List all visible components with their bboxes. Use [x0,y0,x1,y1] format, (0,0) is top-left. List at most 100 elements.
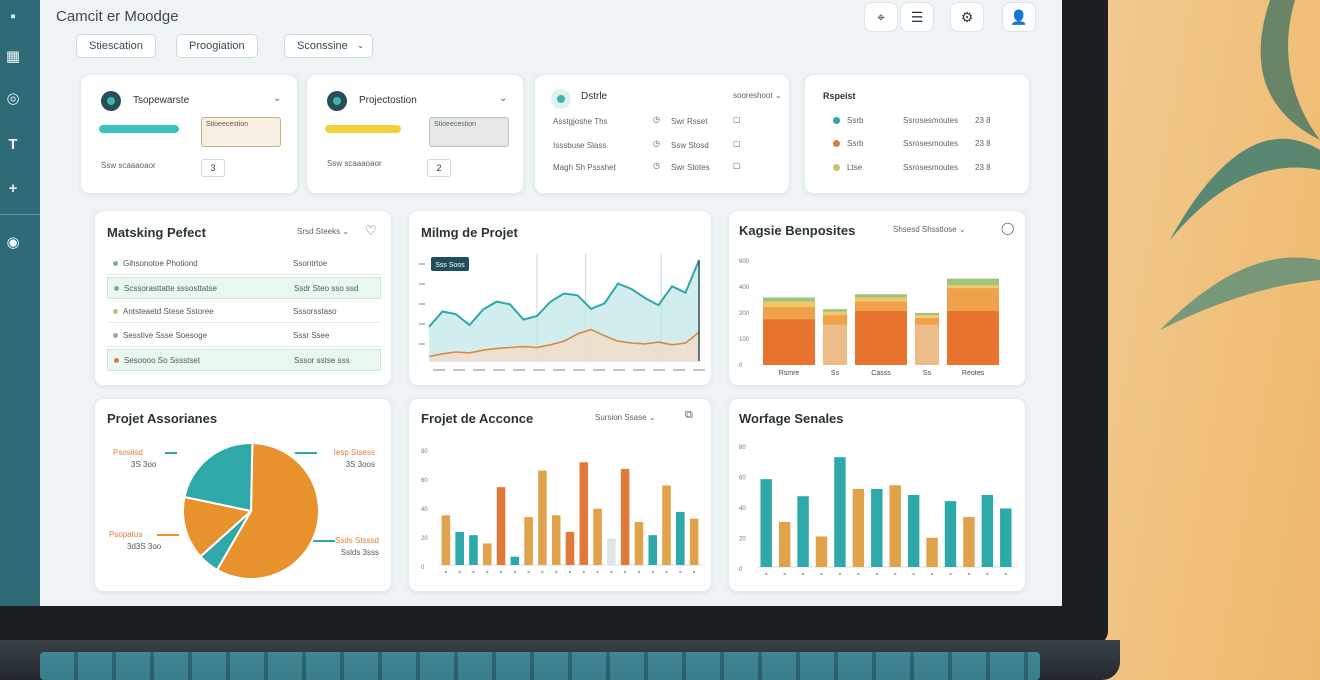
row-number: 23 8 [975,139,991,148]
list-item-value: Sssorsstaso [293,307,337,316]
bar [871,488,883,567]
stacked-bar-segment [823,315,847,325]
bar [1000,508,1012,567]
stacked-bar-segment [947,288,999,311]
doc-icon: ▢ [733,139,741,148]
bar [634,521,644,565]
bar [538,470,547,565]
count-box[interactable]: 3 [201,159,225,177]
home-icon[interactable]: ▪ [10,8,16,25]
card-dropdown[interactable]: sooreshoot ⌄ [733,91,782,100]
marketing-dropdown[interactable]: Srsd Steeks ⌄ [297,227,350,236]
count-box[interactable]: 2 [427,159,451,177]
bar [944,501,957,567]
acconce-dropdown-label: Sursion Ssase [595,413,647,422]
pie-label-name: Ssds Stsssd [335,536,379,545]
pie-chart: Psosiisd 3S 3oo Iesp Stsess 3S 3oos Psopatus… [109,441,379,580]
series-line [428,259,700,328]
profile-icon[interactable]: 👤 [1002,2,1036,32]
filter-button-2[interactable]: Proogiation [176,34,258,58]
card-input-box[interactable]: Stioeecestion [201,117,281,147]
stacked-bar-segment [855,311,907,365]
settings-toolbar-icon[interactable]: ⚙ [950,2,984,32]
x-tick [533,369,545,371]
y-tick [419,323,425,325]
top-card-4: Rspeist Ssrb Ssrosesmoutes 23 8 Ssrb Ssr… [804,74,1030,194]
doc-icon: ▢ [733,115,741,124]
clock-icon: ◷ [653,115,660,124]
card-title: Tsopewarste [133,95,190,106]
bar [620,468,630,565]
location-icon[interactable]: ⌖ [864,2,898,32]
progress-pill [99,125,179,133]
filter-dropdown[interactable]: Sconssine ⌄ [284,34,373,58]
chevron-down-icon[interactable]: ⌄ [273,93,282,104]
top-card-3: Dstrle sooreshoot ⌄ Asstgjoshe Ths ◷ Swr… [534,74,790,194]
top-card-1: Tsopewarste ⌄ Stioeecestion Ssw scaaaoao… [80,74,298,194]
stacked-bar-segment [823,311,847,316]
stacked-bar-segment [763,319,815,365]
x-tick [493,369,505,371]
status-dot [113,309,118,314]
card-input-box[interactable]: Stioeecestion [429,117,509,147]
briefcase-icon[interactable]: ▦ [5,48,21,65]
stacked-bar-segment [855,297,907,302]
list-item-value: Ssdr Steo sso ssd [294,284,359,293]
add-icon[interactable]: + [8,180,18,197]
bar [926,537,938,567]
legend-dot [833,117,840,124]
x-tick-label: Ss [923,370,932,377]
sidebar: ▪ ▦ ◎ T + ◉ [0,0,40,606]
bar [963,516,975,567]
card-title: Rspeist [823,91,856,101]
pie-label-value: 3d3S 3oo [127,542,162,551]
list-item[interactable]: Antsteaetd Stese Sstoree Sssorsstaso [107,301,381,323]
share-icon[interactable]: ⧉ [685,409,693,421]
x-tick [967,573,970,575]
list-item[interactable]: Sesoooo So Sssstset Sssor sstse sss [107,349,381,371]
row-label: Asstgjoshe Ths [553,117,608,126]
x-tick [553,369,565,371]
text-icon[interactable]: T [8,136,18,153]
pie-label-name: Psopatus [109,530,142,539]
bar [676,511,685,565]
y-tick-label: 40 [739,506,746,512]
status-dot [114,358,119,363]
bar [889,485,901,567]
list-item[interactable]: Scssorasttatte sssosttatse Ssdr Steo sso … [107,277,381,299]
stacked-bar-segment [855,301,907,311]
bar [551,515,561,565]
filter-button-1[interactable]: Stiescation [76,34,156,58]
progress-pill [325,125,401,133]
list-item[interactable]: Gihsonotoe Photiond Ssontrtoe [107,253,381,275]
row-value: Ssrosesmoutes [903,163,959,172]
settings-icon[interactable]: ◉ [6,234,20,251]
list-icon[interactable]: ☰ [900,2,934,32]
y-tick-label: 20 [739,537,746,543]
x-tick [820,573,823,575]
pie-label-value: 3S 3oo [131,460,157,469]
x-tick [651,571,654,573]
target-icon[interactable]: ◎ [6,90,20,107]
bar [579,462,589,565]
heart-icon[interactable]: ♡ [365,223,377,238]
acconce-dropdown[interactable]: Sursion Ssase ⌄ [595,413,656,422]
x-tick [673,369,685,371]
shield-icon[interactable]: ◯ [1001,221,1015,235]
x-tick [433,369,445,371]
y-tick-label: 60 [421,478,428,484]
x-tick [444,571,447,573]
kagie-dropdown[interactable]: Shsesd Shsstlose ⌄ [893,225,966,234]
x-tick [453,369,465,371]
x-tick [912,573,915,575]
pie-label-value: 3S 3oos [346,460,375,469]
x-tick [693,369,705,371]
list-item-label: Sesstive Ssse Soesoge [123,331,208,340]
stacked-bar-segment [947,285,999,289]
card-title: Projet Assorianes [107,411,218,426]
x-tick [802,573,805,575]
card-title: Kagsie Benposites [739,223,856,238]
mining-card: Milmg de Projet Sss Soos [408,210,712,386]
chevron-down-icon[interactable]: ⌄ [499,93,508,104]
list-item[interactable]: Sesstive Ssse Soesoge Sssr Ssee [107,325,381,347]
